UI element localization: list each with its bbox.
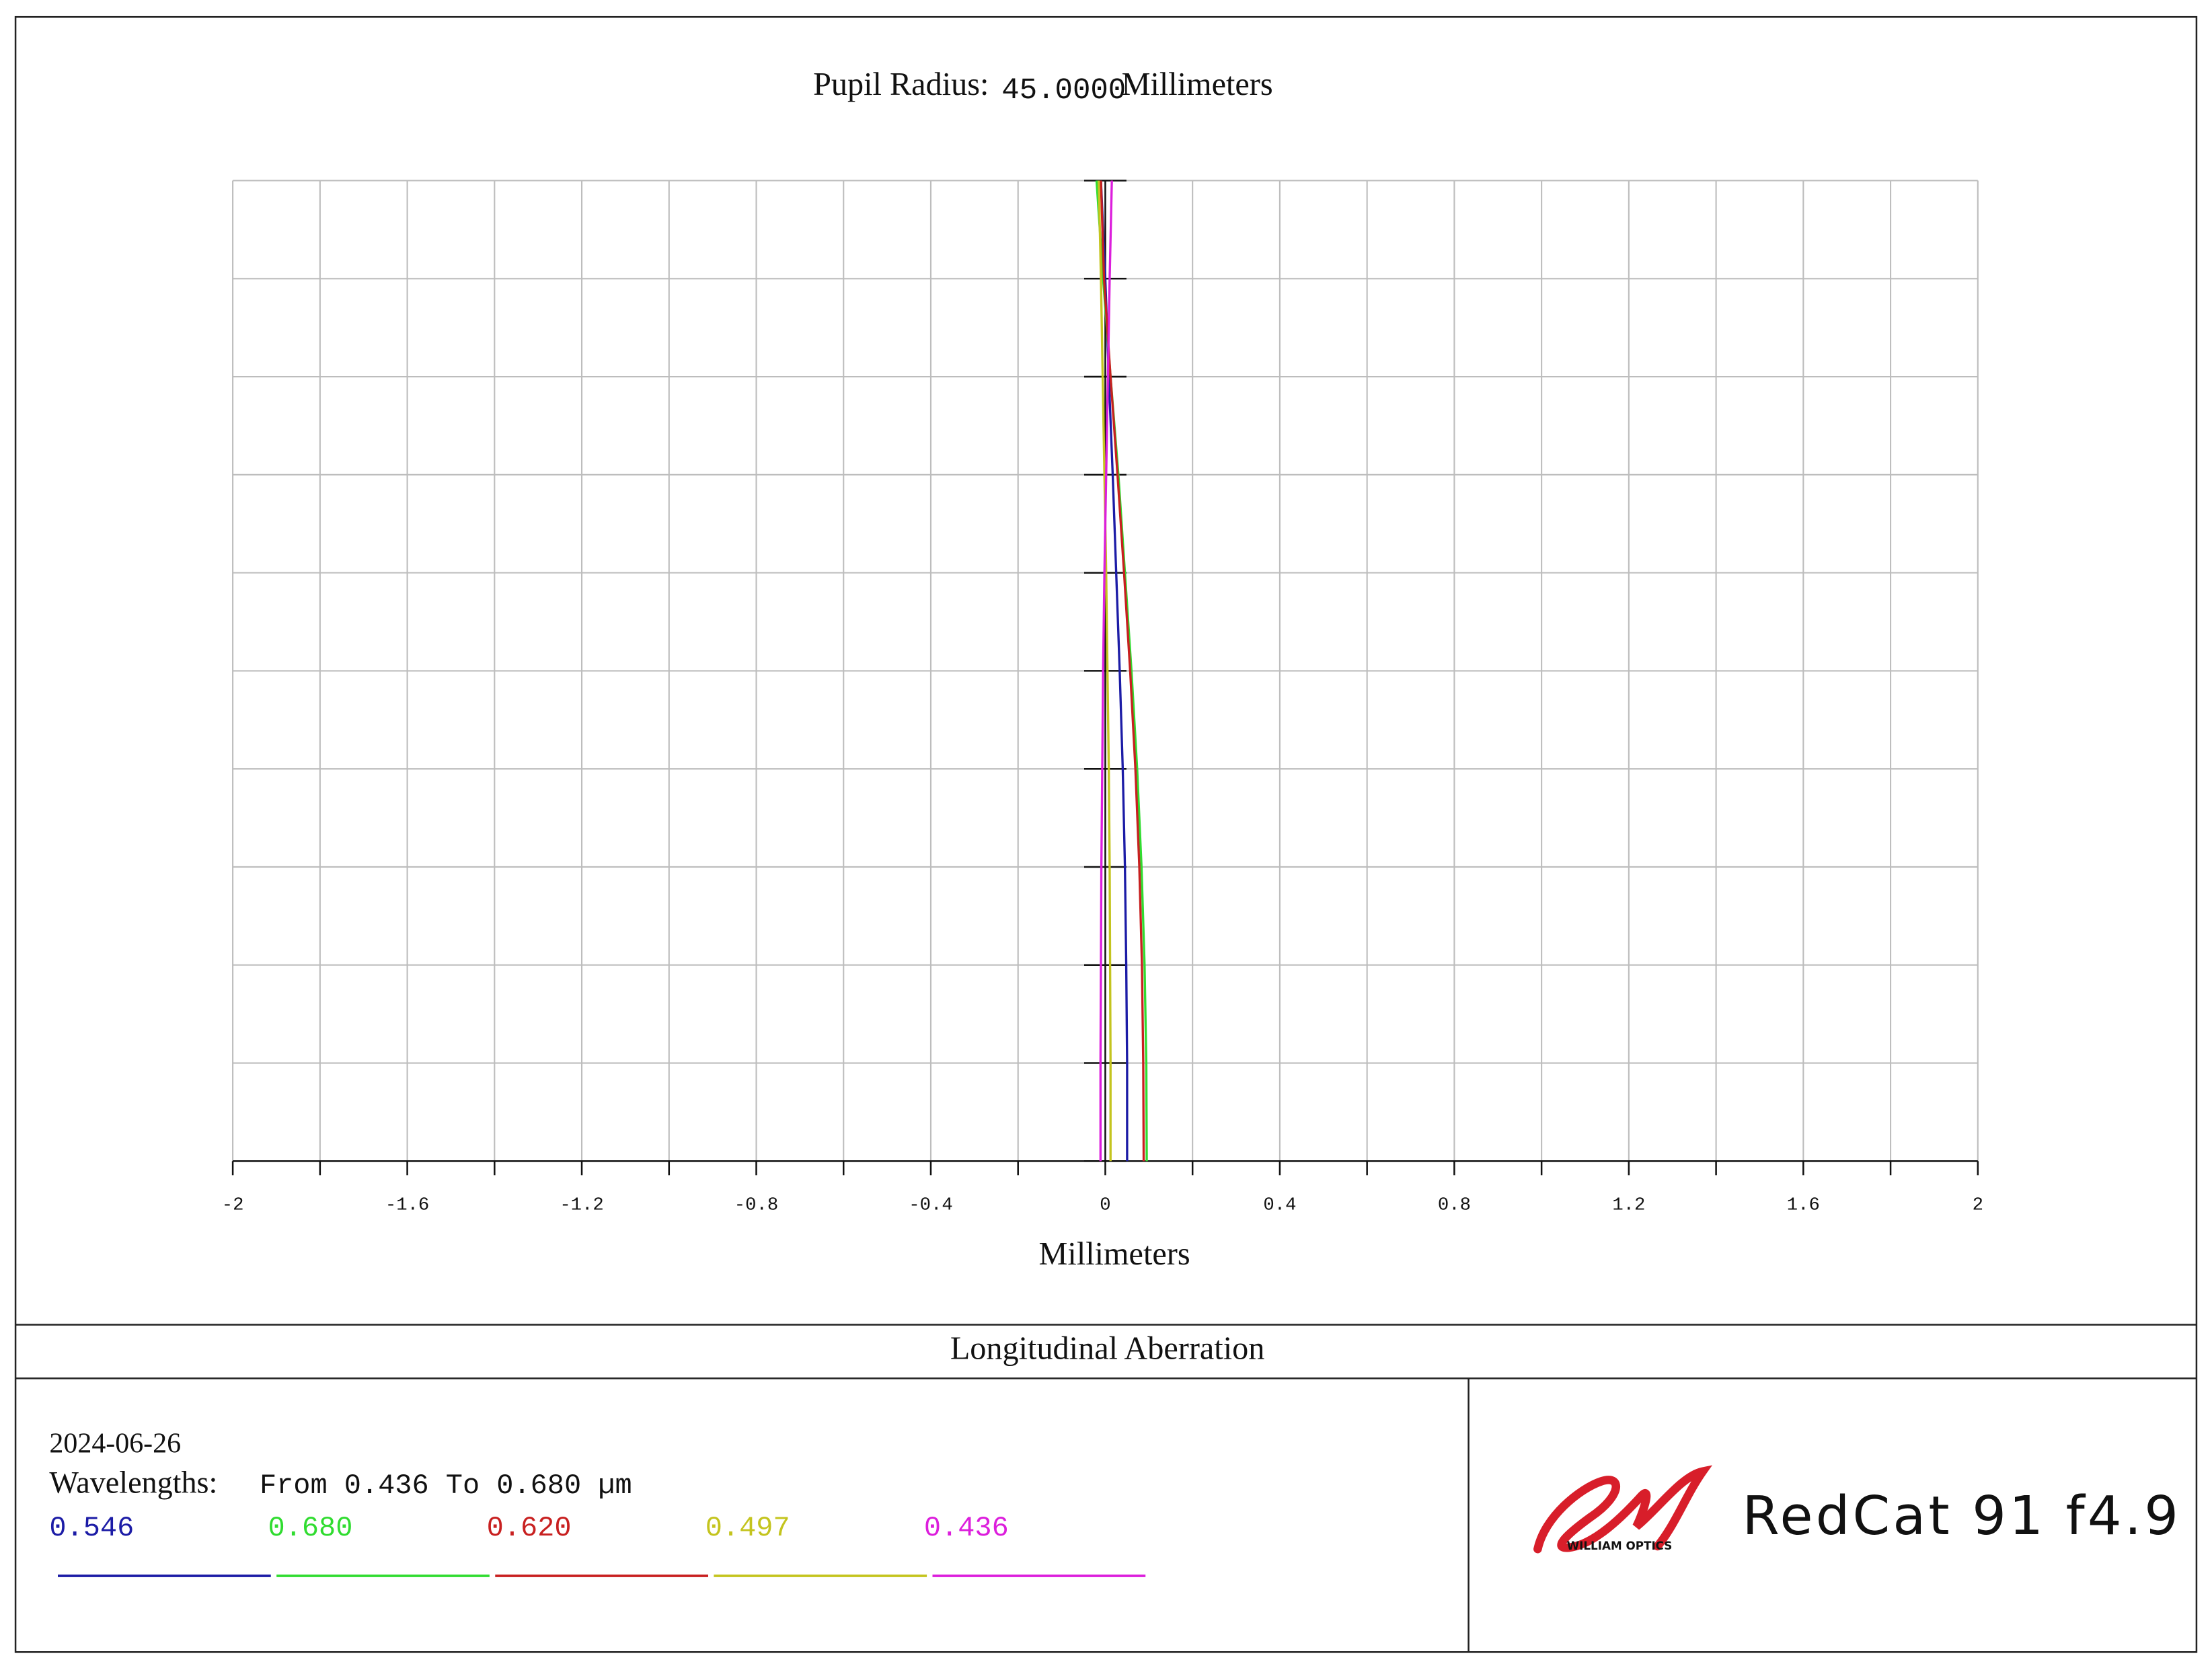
date: 2024-06-26 (49, 1429, 181, 1460)
x-tick-label: -0.8 (734, 1195, 778, 1216)
legend-label: 0.680 (268, 1512, 353, 1544)
x-axis-label: Millimeters (1039, 1236, 1190, 1272)
pupil-radius-label: Pupil Radius: (813, 67, 989, 102)
aberration-curve (1098, 180, 1112, 1162)
legend-label: 0.620 (487, 1512, 572, 1544)
legend: 0.546 0.680 0.620 0.497 0.436 (49, 1512, 1146, 1577)
chart-title: Longitudinal Aberration (950, 1331, 1265, 1367)
logo-text: WILLIAM OPTICS (1567, 1539, 1673, 1552)
x-tick-label: -1.2 (560, 1195, 603, 1216)
x-tick-label: -2 (222, 1195, 244, 1216)
x-tick-label: -0.4 (909, 1195, 952, 1216)
logo: WILLIAM OPTICS (1533, 1465, 1713, 1554)
x-tick-label: 0.8 (1438, 1195, 1471, 1216)
x-tick-label: 0.4 (1263, 1195, 1296, 1216)
lens-name: RedCat 91 f4.9 (1743, 1484, 2182, 1547)
plot-area: -2 -1.6 -1.2 -0.8 -0.4 0 0.4 0.8 1.2 1.6 2 (222, 180, 1983, 1216)
wavelength-range: From 0.436 To 0.680 µm (260, 1470, 632, 1502)
legend-label: 0.436 (924, 1512, 1009, 1544)
x-tick-label: -1.6 (385, 1195, 429, 1216)
aberration-curve (1099, 180, 1113, 1162)
x-tick-label: 2 (1973, 1195, 1983, 1216)
x-tick-label: 1.2 (1612, 1195, 1645, 1216)
pupil-radius-value: 45.0000 (1001, 74, 1126, 108)
x-tick-label: 1.6 (1787, 1195, 1820, 1216)
pupil-radius-unit: Millimeters (1122, 67, 1273, 102)
x-tick-label: 0 (1100, 1195, 1110, 1216)
legend-label: 0.497 (705, 1512, 790, 1544)
logo-mark (1533, 1465, 1713, 1554)
wavelength-label: Wavelengths: (49, 1465, 217, 1499)
legend-label: 0.546 (49, 1512, 134, 1544)
outer-frame (14, 15, 2198, 1653)
